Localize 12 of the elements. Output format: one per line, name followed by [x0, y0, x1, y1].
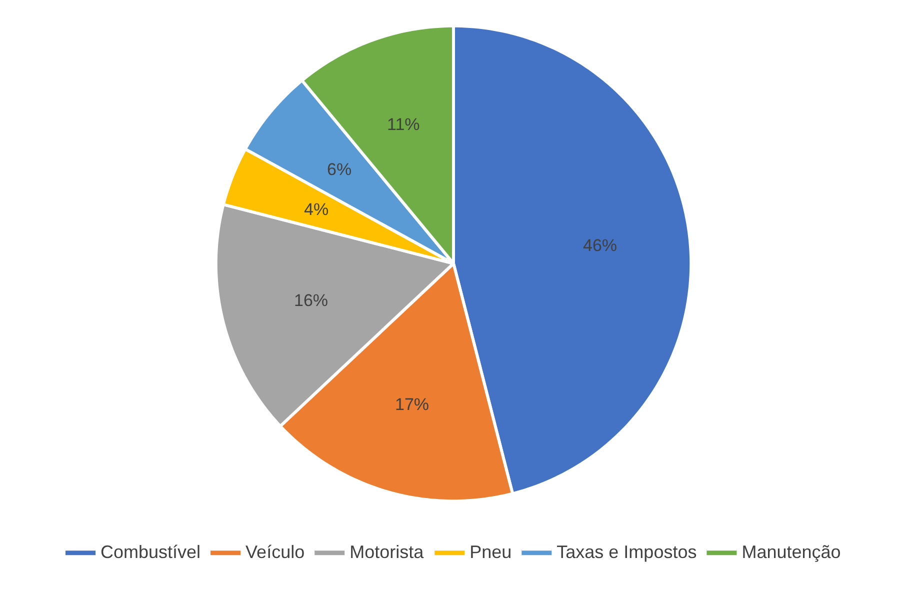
legend-label: Combustível	[100, 542, 201, 562]
legend-label: Veículo	[246, 542, 305, 562]
data-label: 6%	[327, 160, 352, 179]
data-label: 46%	[583, 236, 618, 255]
legend-label: Manutenção	[742, 542, 841, 562]
data-label: 4%	[304, 200, 329, 219]
legend-label: Motorista	[350, 542, 425, 562]
data-label: 11%	[387, 115, 420, 134]
legend-label: Taxas e Impostos	[556, 542, 697, 562]
legend-label: Pneu	[470, 542, 512, 562]
data-label: 16%	[294, 291, 328, 310]
data-label: 17%	[395, 395, 430, 414]
